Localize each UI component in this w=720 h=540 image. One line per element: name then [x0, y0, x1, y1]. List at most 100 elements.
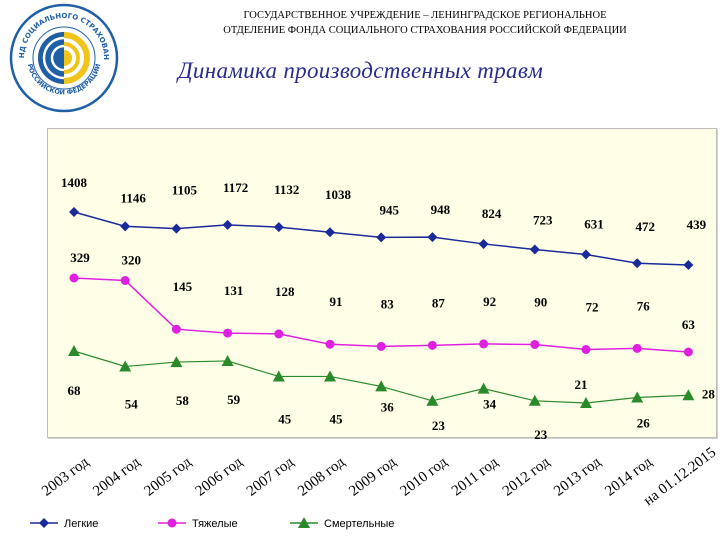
- data-label: 59: [227, 392, 241, 407]
- data-point: [682, 389, 695, 401]
- x-tick-label: 2012 год: [500, 454, 553, 500]
- data-point: [223, 328, 233, 338]
- x-tick-label: 2009 год: [346, 454, 399, 500]
- data-label: 131: [224, 283, 244, 298]
- data-point: [530, 339, 540, 349]
- data-label: 21: [575, 377, 588, 392]
- fss-logo: ФОНД СОЦИАЛЬНОГО СТРАХОВАНИЯ РОССИЙСКОЙ …: [8, 2, 119, 113]
- data-point: [477, 382, 490, 394]
- data-point: [222, 219, 233, 230]
- data-point: [273, 222, 284, 233]
- legend-label: Легкие: [64, 518, 98, 530]
- data-point: [325, 227, 335, 238]
- data-point: [631, 391, 644, 403]
- x-tick-label: на 01.12.2015: [641, 445, 719, 509]
- data-point: [376, 341, 386, 351]
- data-point: [69, 207, 79, 217]
- series-line-heavy: [73, 277, 689, 353]
- x-tick-label: 2010 год: [398, 454, 451, 500]
- data-point: [683, 347, 693, 357]
- data-label: 824: [482, 206, 502, 221]
- data-label: 92: [483, 294, 496, 309]
- data-label: 68: [68, 383, 82, 398]
- data-label: 91: [330, 294, 343, 309]
- x-tick-label: 2006 год: [193, 454, 246, 500]
- data-point: [632, 258, 643, 269]
- data-point: [375, 380, 388, 392]
- x-tick-label: 2013 год: [551, 454, 604, 500]
- data-label: 439: [687, 217, 707, 232]
- data-point: [427, 232, 438, 243]
- x-tick-label: 2003 год: [39, 454, 92, 500]
- data-label: 1038: [325, 187, 352, 202]
- data-label: 945: [379, 202, 399, 217]
- data-point: [478, 238, 489, 249]
- data-point: [170, 356, 183, 368]
- data-label: 26: [637, 415, 651, 430]
- data-label: 72: [586, 299, 599, 314]
- data-label: 23: [534, 427, 548, 442]
- x-tick-label: 2011 год: [449, 454, 502, 499]
- data-point: [120, 276, 130, 286]
- data-point: [272, 370, 285, 382]
- series-line-fatal: [73, 350, 689, 404]
- data-point: [119, 360, 132, 372]
- legend-label: Смертельные: [324, 518, 394, 530]
- data-label: 87: [432, 295, 446, 310]
- data-point: [171, 324, 181, 334]
- header-line-2: ОТДЕЛЕНИЕ ФОНДА СОЦИАЛЬНОГО СТРАХОВАНИЯ …: [223, 25, 627, 36]
- data-point: [325, 339, 335, 349]
- data-point: [376, 232, 387, 243]
- legend-marker: [39, 518, 49, 528]
- data-point: [69, 273, 79, 283]
- x-tick-label: 2007 год: [244, 454, 297, 500]
- logo-emblem-icon: [38, 32, 90, 84]
- data-label: 1172: [223, 180, 248, 195]
- data-point: [171, 223, 182, 234]
- data-label: 948: [431, 202, 451, 217]
- data-point: [426, 394, 439, 406]
- data-label: 1105: [172, 183, 198, 198]
- data-point: [274, 329, 284, 339]
- data-point: [581, 344, 591, 354]
- data-point: [581, 249, 591, 260]
- data-label: 90: [534, 294, 547, 309]
- data-label: 145: [173, 279, 193, 294]
- data-point: [120, 221, 131, 232]
- data-label: 320: [121, 253, 141, 268]
- data-point: [221, 354, 234, 366]
- data-point: [580, 397, 592, 408]
- x-tick-label: 2004 год: [90, 454, 143, 500]
- data-point: [632, 343, 642, 353]
- data-label: 472: [635, 219, 655, 234]
- data-label: 1146: [121, 190, 147, 205]
- x-tick-label: 2008 год: [295, 454, 348, 500]
- data-label: 54: [125, 396, 139, 411]
- data-label: 36: [381, 399, 395, 414]
- organization-header: ГОСУДАРСТВЕННОЕ УЧРЕЖДЕНИЕ – ЛЕНИНГРАДСК…: [150, 8, 700, 38]
- data-label: 34: [483, 397, 497, 412]
- data-label: 329: [70, 250, 90, 265]
- data-label: 45: [330, 411, 344, 426]
- header-line-1: ГОСУДАРСТВЕННОЕ УЧРЕЖДЕНИЕ – ЛЕНИНГРАДСК…: [243, 10, 607, 21]
- legend-label: Тяжелые: [192, 518, 238, 530]
- data-label: 23: [432, 418, 446, 433]
- data-point: [529, 244, 540, 255]
- data-label: 631: [584, 216, 604, 231]
- data-label: 723: [533, 212, 553, 227]
- data-point: [68, 345, 80, 356]
- data-point: [528, 394, 541, 406]
- legend-marker: [167, 518, 177, 528]
- data-point: [479, 339, 489, 349]
- x-tick-label: 2005 год: [142, 454, 195, 500]
- data-label: 45: [278, 411, 292, 426]
- data-label: 76: [637, 298, 651, 313]
- data-point: [683, 260, 694, 270]
- data-label: 1408: [61, 175, 88, 190]
- data-label: 28: [702, 386, 716, 401]
- legend-marker: [298, 517, 310, 528]
- data-label: 63: [682, 317, 696, 332]
- data-label: 1132: [274, 182, 299, 197]
- data-point: [427, 340, 437, 350]
